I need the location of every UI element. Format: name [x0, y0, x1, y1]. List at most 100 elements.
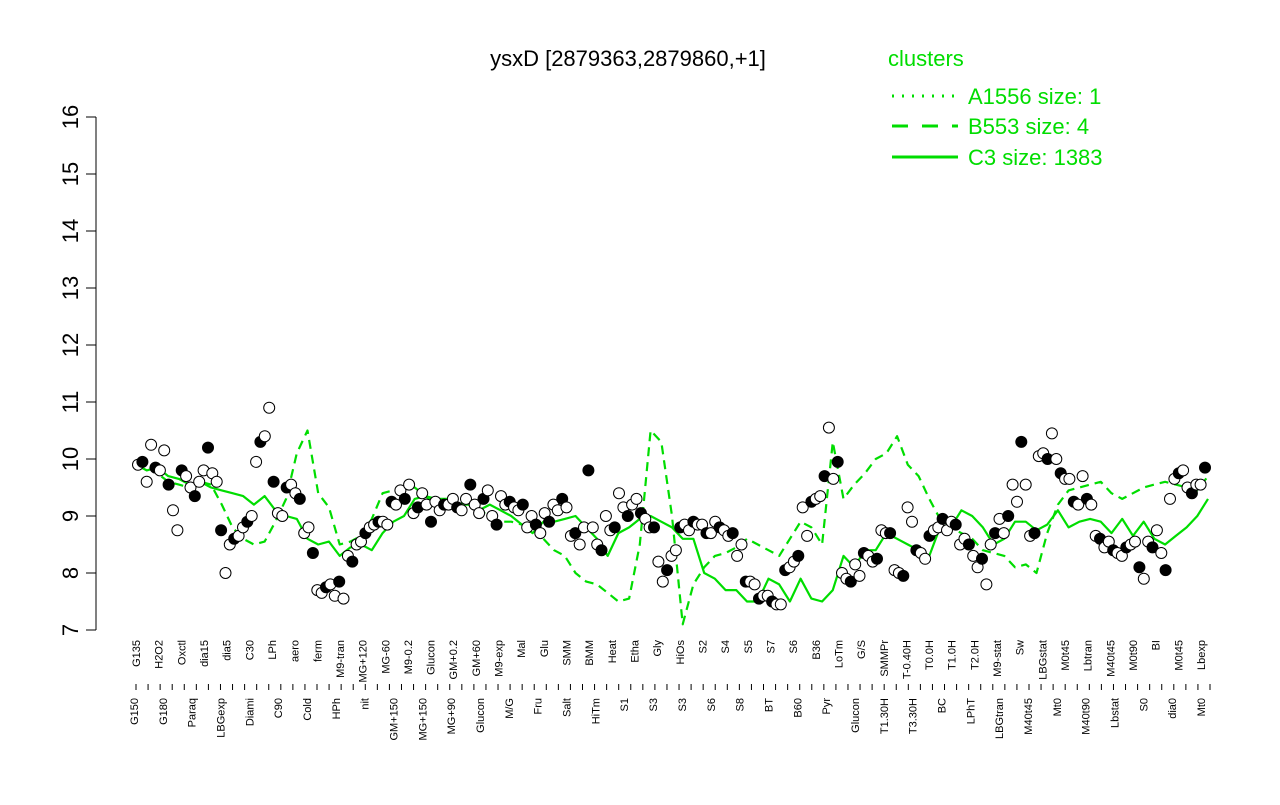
x-tick-label-top: LPh [267, 640, 279, 660]
data-point [1011, 495, 1023, 508]
x-tick-label-top: M9-stat [992, 640, 1004, 677]
x-tick-label-top: M9-0.2 [403, 640, 415, 674]
data-point [906, 515, 918, 528]
data-point [1146, 541, 1159, 554]
x-tick-label-bottom: S0 [1138, 698, 1150, 711]
y-tick-label: 11 [58, 391, 83, 414]
data-point [333, 575, 346, 588]
data-point [962, 538, 975, 551]
x-tick-label-top: Lbtran [1083, 640, 1095, 671]
data-point [1019, 478, 1032, 491]
data-point [153, 464, 166, 477]
data-point [849, 558, 862, 571]
data-point [245, 510, 258, 522]
legend-label-b553: B553 size: 4 [968, 114, 1089, 139]
data-point [1050, 453, 1063, 465]
data-point [652, 555, 665, 568]
data-point [822, 421, 835, 434]
x-tick-label-top: Mal [516, 640, 528, 658]
data-point [403, 478, 416, 491]
x-tick-label-bottom: S8 [735, 698, 747, 711]
data-point [827, 472, 840, 485]
data-point [726, 527, 739, 540]
x-tick-label-top: M0t45 [1173, 640, 1185, 671]
x-tick-label-top: M40t45 [1105, 640, 1117, 677]
x-tick-label-bottom: LBGexp [216, 698, 228, 738]
x-tick-label-top: Glucon [426, 640, 438, 675]
x-tick-label-bottom: M/G [504, 698, 516, 719]
x-tick-label-top: dia5 [222, 640, 234, 661]
data-point [381, 518, 394, 531]
x-tick-label-bottom: Glucon [475, 698, 487, 733]
data-point [302, 521, 315, 534]
data-point [516, 498, 529, 511]
x-tick-label-top: HiOs [675, 640, 687, 665]
x-tick-label-top: SMMPr [879, 640, 891, 677]
x-tick-label-bottom: HPh [331, 698, 343, 719]
x-tick-label-bottom: MG+150 [417, 698, 429, 741]
data-point [1133, 561, 1146, 574]
data-point [1063, 472, 1076, 485]
data-point [853, 569, 866, 582]
data-point [180, 470, 193, 483]
x-tick-label-bottom: S6 [706, 698, 718, 711]
x-tick-label-top: Heat [607, 640, 619, 663]
data-point [171, 524, 184, 537]
x-tick-label-bottom: Lbstat [1109, 698, 1121, 728]
data-point [582, 464, 595, 477]
data-point [136, 455, 149, 468]
x-tick-label-top: Lbexp [1196, 640, 1208, 670]
x-axis: G135 H2O2 Oxctl dia15 dia5 C30 LPh aero ferm M9-t… [129, 639, 1211, 741]
x-tick-label-bottom: MG+90 [446, 698, 458, 734]
data-point [1015, 435, 1028, 448]
x-tick-label-bottom: Mt0 [1052, 698, 1064, 716]
data-point [792, 549, 805, 562]
x-tick-label-bottom: Glucon [850, 698, 862, 733]
data-point [735, 538, 748, 551]
x-tick-label-bottom: LBGtran [994, 698, 1006, 739]
data-point [1199, 461, 1211, 474]
x-tick-label-bottom: Salt [562, 698, 574, 717]
x-tick-label-top: C30 [244, 640, 256, 660]
x-tick-label-top: S2 [697, 640, 709, 653]
y-tick-label: 10 [58, 447, 83, 471]
data-point [455, 504, 468, 517]
x-tick-label-top: MG-60 [380, 640, 392, 674]
x-tick-label-bottom: G180 [158, 698, 170, 725]
x-tick-label-bottom: HiTm [590, 698, 602, 724]
data-point [1085, 498, 1098, 511]
y-axis: 7 8 9 10 11 12 13 14 15 16 [58, 105, 97, 636]
x-tick-label-top: Oxctl [176, 640, 188, 665]
data-point [1155, 547, 1168, 559]
x-tick-label-top: BMM [584, 640, 596, 666]
x-tick-label-top: H2O2 [154, 640, 166, 669]
x-tick-label-top: Gly [652, 640, 664, 657]
data-point [599, 510, 612, 522]
data-point [669, 544, 682, 557]
x-tick-label-top: SMM [562, 640, 574, 666]
x-tick-label-top: aero [290, 640, 302, 662]
data-point [586, 521, 599, 534]
data-point [796, 501, 809, 514]
data-point [884, 527, 897, 540]
legend-label-c3: C3 size: 1383 [968, 145, 1103, 170]
x-tick-label-bottom: BC [936, 698, 948, 713]
x-tick-label-bottom: S3 [677, 698, 689, 711]
data-point [193, 475, 206, 488]
data-point [949, 518, 962, 531]
x-tick-label-top: Sw [1015, 640, 1027, 655]
data-point [1159, 564, 1172, 577]
data-point [416, 487, 429, 500]
x-tick-label-bottom: S3 [648, 698, 660, 711]
data-point [621, 510, 634, 522]
x-tick-label-top: GM+60 [471, 640, 483, 676]
data-point [560, 501, 573, 514]
data-point [1006, 478, 1019, 491]
x-tick-label-top: T1.0H [947, 640, 959, 670]
x-tick-label-top: S6 [788, 640, 800, 653]
x-tick-label-bottom: BT [763, 698, 775, 712]
data-point [145, 438, 158, 451]
data-point [1002, 510, 1015, 522]
y-tick-label: 14 [58, 219, 83, 243]
